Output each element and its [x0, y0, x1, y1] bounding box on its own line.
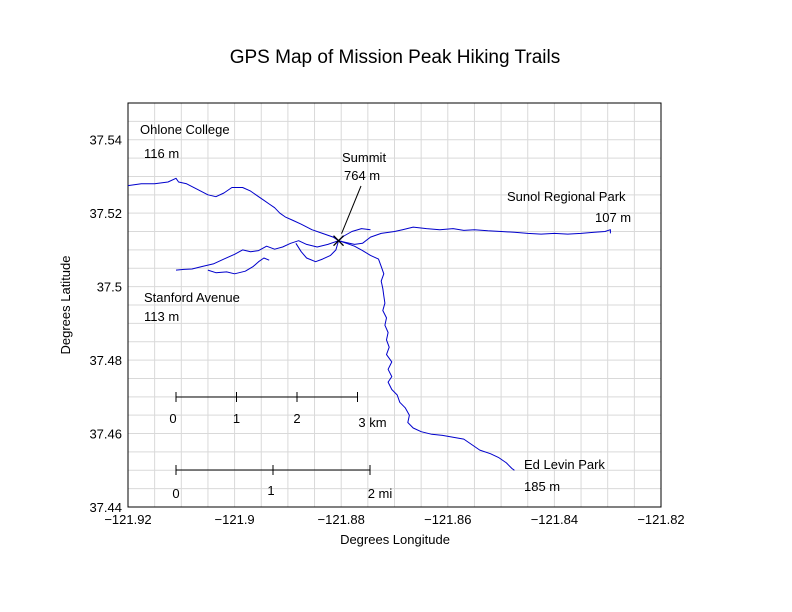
- place-name-label: Ed Levin Park: [524, 457, 605, 472]
- y-tick-label: 37.5: [97, 280, 122, 295]
- place-elevation-label: 107 m: [595, 210, 631, 225]
- y-axis-label: Degrees Latitude: [58, 255, 73, 354]
- place-elevation-label: 116 m: [144, 146, 179, 161]
- grid: [127, 102, 662, 508]
- scale-bars: 0 1 2 3 km 0 1 2 mi: [169, 392, 392, 501]
- place-name-label: Sunol Regional Park: [507, 189, 626, 204]
- y-tick-label: 37.52: [89, 206, 122, 221]
- x-tick-label: −121.88: [318, 512, 365, 527]
- scale-bar-label: 0: [172, 486, 179, 501]
- y-tick-label: 37.48: [89, 353, 122, 368]
- x-axis-label: Degrees Longitude: [340, 532, 450, 547]
- place-name-label: Summit: [342, 150, 386, 165]
- y-tick-label: 37.46: [89, 427, 122, 442]
- scale-bar-label: 1: [233, 411, 240, 426]
- scale-bar-label: 0: [169, 411, 176, 426]
- scale-bar-label: 2 mi: [368, 486, 393, 501]
- trail-line: [127, 177, 515, 471]
- x-tick-label: −121.9: [215, 512, 255, 527]
- place-annotations: Ohlone College 116 m Stanford Avenue 113 m S…: [140, 122, 631, 494]
- plot-frame: [127, 102, 662, 508]
- trail-line: [295, 240, 339, 263]
- trail-line: [338, 226, 611, 245]
- x-tick-label: −121.86: [424, 512, 471, 527]
- x-tick-label: −121.82: [637, 512, 684, 527]
- place-elevation-label: 185 m: [524, 479, 560, 494]
- chart-title: GPS Map of Mission Peak Hiking Trails: [230, 47, 561, 68]
- place-elevation-label: 764 m: [344, 168, 380, 183]
- summit-pointer-line: [341, 185, 362, 234]
- trail-line: [207, 257, 270, 275]
- y-tick-label: 37.54: [89, 133, 122, 148]
- trail-line: [175, 240, 339, 271]
- place-name-label: Stanford Avenue: [144, 290, 240, 305]
- scale-bar-label: 2: [293, 411, 300, 426]
- scale-bar-label: 1: [267, 483, 274, 498]
- y-tick-label: 37.44: [89, 500, 122, 515]
- x-tick-label: −121.92: [104, 512, 151, 527]
- place-name-label: Ohlone College: [140, 122, 230, 137]
- scale-bar-label: 3 km: [358, 415, 386, 430]
- summit-marker: [333, 235, 344, 247]
- tick-labels: −121.92 −121.9 −121.88 −121.86 −121.84 −121.8…: [89, 133, 684, 527]
- place-elevation-label: 113 m: [144, 309, 179, 324]
- x-tick-label: −121.84: [531, 512, 578, 527]
